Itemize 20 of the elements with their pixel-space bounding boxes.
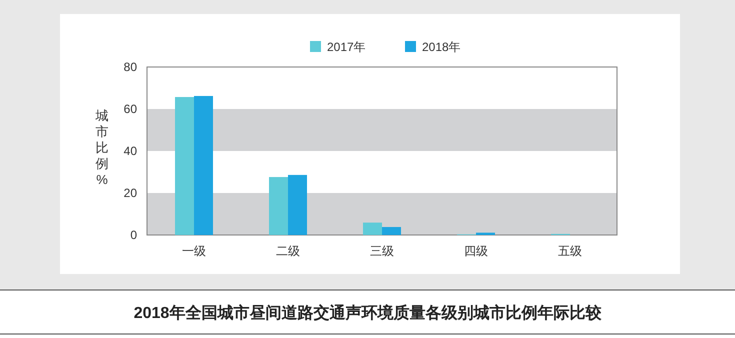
bar	[382, 227, 401, 235]
y-tick-label: 20	[124, 186, 138, 200]
y-tick-label: 40	[124, 144, 138, 158]
y-tick-label: 80	[124, 60, 138, 74]
x-tick-label: 二级	[276, 244, 300, 258]
text: 2018年全国城市昼间道路交通声环境质量各级别城市比例年际比较	[134, 303, 602, 322]
y-axis-title: 城市比例%	[94, 108, 108, 187]
bar	[194, 96, 213, 235]
bar	[269, 177, 288, 235]
x-tick-label: 三级	[370, 244, 394, 258]
x-tick-label: 五级	[558, 244, 582, 258]
y-tick-label: 60	[124, 102, 138, 116]
y-tick-label: 0	[130, 228, 138, 242]
bar	[288, 174, 307, 235]
x-tick-label: 四级	[464, 244, 488, 258]
bar	[175, 97, 194, 235]
x-tick-label: 一级	[182, 244, 206, 258]
legend-label: 2018年	[422, 40, 461, 54]
bar	[363, 222, 382, 235]
legend-label: 2017年	[327, 40, 366, 54]
